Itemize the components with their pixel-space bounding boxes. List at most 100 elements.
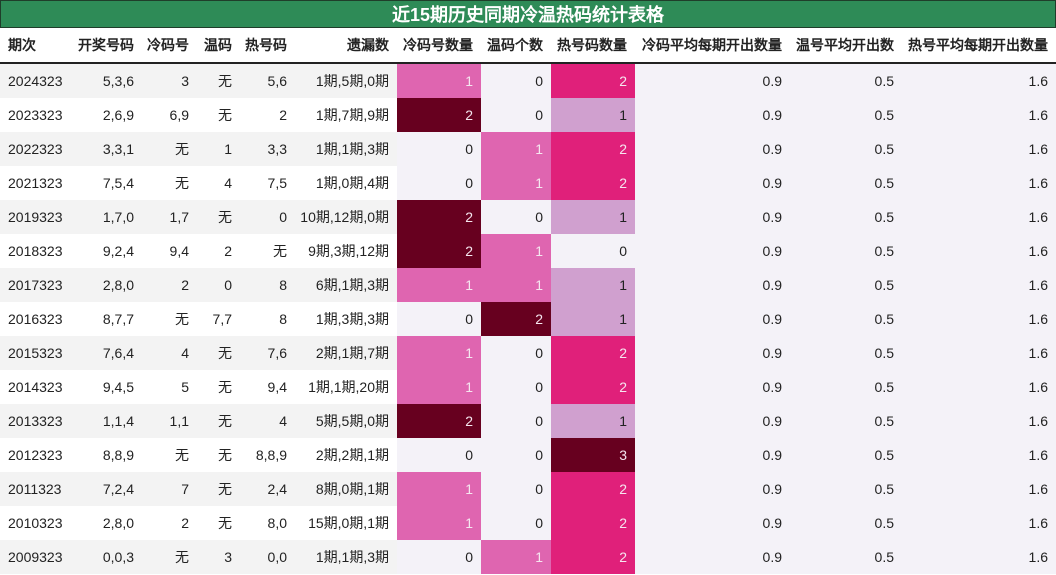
col-header-period[interactable]: 期次 [0, 28, 72, 64]
col-header-numbers[interactable]: 开奖号码 [72, 28, 142, 64]
cell-miss: 15期,0期,1期 [295, 506, 397, 540]
cell-miss: 9期,3期,12期 [295, 234, 397, 268]
cell-warm: 无 [197, 404, 240, 438]
cell-cold-avg: 0.9 [635, 98, 790, 132]
cell-warm-count: 0 [481, 336, 551, 370]
col-header-cold-avg[interactable]: 冷码平均每期开出数量 [635, 28, 790, 64]
cell-hot-count: 3 [551, 438, 635, 472]
cell-warm: 无 [197, 438, 240, 472]
cell-warm-avg: 0.5 [790, 506, 902, 540]
cell-cold-avg: 0.9 [635, 200, 790, 234]
cell-hot: 2 [240, 98, 295, 132]
cell-hot-avg: 1.6 [902, 336, 1056, 370]
table-row: 2009323 0,0,3 无 3 0,0 1期,1期,3期 0 1 2 0.9 0.5 1.6 [0, 540, 1056, 574]
col-header-cold-count[interactable]: 冷码号数量 [397, 28, 481, 64]
col-header-miss[interactable]: 遗漏数 [295, 28, 397, 64]
cell-period: 2009323 [0, 540, 72, 574]
cell-warm-avg: 0.5 [790, 63, 902, 98]
cell-cold-avg: 0.9 [635, 506, 790, 540]
cell-period: 2014323 [0, 370, 72, 404]
cell-cold-count: 2 [397, 234, 481, 268]
cell-warm: 7,7 [197, 302, 240, 336]
cell-numbers: 2,8,0 [72, 268, 142, 302]
col-header-hot-count[interactable]: 热号码数量 [551, 28, 635, 64]
table-row: 2023323 2,6,9 6,9 无 2 1期,7期,9期 2 0 1 0.9 0.5 1.6 [0, 98, 1056, 132]
cell-warm-avg: 0.5 [790, 336, 902, 370]
cell-cold-avg: 0.9 [635, 472, 790, 506]
cell-miss: 2期,1期,7期 [295, 336, 397, 370]
cell-numbers: 2,8,0 [72, 506, 142, 540]
cell-miss: 6期,1期,3期 [295, 268, 397, 302]
cell-cold-avg: 0.9 [635, 63, 790, 98]
cell-warm: 1 [197, 132, 240, 166]
cell-numbers: 0,0,3 [72, 540, 142, 574]
table-row: 2015323 7,6,4 4 无 7,6 2期,1期,7期 1 0 2 0.9 0.5 1.6 [0, 336, 1056, 370]
cell-numbers: 1,7,0 [72, 200, 142, 234]
cell-warm-avg: 0.5 [790, 132, 902, 166]
cell-warm-avg: 0.5 [790, 234, 902, 268]
cell-cold-count: 1 [397, 268, 481, 302]
cell-miss: 1期,5期,0期 [295, 63, 397, 98]
table-row: 2021323 7,5,4 无 4 7,5 1期,0期,4期 0 1 2 0.9 0.5 1.6 [0, 166, 1056, 200]
cell-miss: 1期,0期,4期 [295, 166, 397, 200]
cell-cold: 2 [142, 268, 197, 302]
cell-hot-count: 2 [551, 132, 635, 166]
cell-cold: 2 [142, 506, 197, 540]
cell-cold: 1,7 [142, 200, 197, 234]
cell-warm-avg: 0.5 [790, 404, 902, 438]
cell-period: 2013323 [0, 404, 72, 438]
cell-period: 2021323 [0, 166, 72, 200]
cell-cold-avg: 0.9 [635, 268, 790, 302]
cell-hot-count: 1 [551, 98, 635, 132]
cell-hot-avg: 1.6 [902, 540, 1056, 574]
col-header-warm-count[interactable]: 温码个数 [481, 28, 551, 64]
cell-cold: 7 [142, 472, 197, 506]
cell-cold-count: 1 [397, 63, 481, 98]
cell-miss: 1期,1期,3期 [295, 540, 397, 574]
table-row: 2018323 9,2,4 9,4 2 无 9期,3期,12期 2 1 0 0.9 0.5 1.6 [0, 234, 1056, 268]
cell-hot-avg: 1.6 [902, 234, 1056, 268]
col-header-hot-avg[interactable]: 热号平均每期开出数量 [902, 28, 1056, 64]
cell-cold-count: 1 [397, 370, 481, 404]
cell-warm: 无 [197, 200, 240, 234]
cell-hot-avg: 1.6 [902, 370, 1056, 404]
cell-hot: 0,0 [240, 540, 295, 574]
table-row: 2014323 9,4,5 5 无 9,4 1期,1期,20期 1 0 2 0.9 0.5 1.6 [0, 370, 1056, 404]
cell-warm: 无 [197, 472, 240, 506]
cell-cold-count: 0 [397, 132, 481, 166]
cell-hot-count: 1 [551, 268, 635, 302]
cell-hot-avg: 1.6 [902, 268, 1056, 302]
cell-hot-count: 1 [551, 404, 635, 438]
cell-cold-count: 1 [397, 506, 481, 540]
cell-warm: 4 [197, 166, 240, 200]
cell-cold: 无 [142, 302, 197, 336]
table-row: 2012323 8,8,9 无无 8,8,9 2期,2期,1期 0 0 3 0.9 0.5 1.6 [0, 438, 1056, 472]
cell-hot-count: 1 [551, 200, 635, 234]
cell-period: 2018323 [0, 234, 72, 268]
cell-period: 2016323 [0, 302, 72, 336]
cell-period: 2012323 [0, 438, 72, 472]
cell-warm-avg: 0.5 [790, 200, 902, 234]
cell-hot-count: 2 [551, 336, 635, 370]
cell-hot-count: 2 [551, 540, 635, 574]
table-row: 2017323 2,8,0 2 0 8 6期,1期,3期 1 1 1 0.9 0.5 1.6 [0, 268, 1056, 302]
cell-warm-avg: 0.5 [790, 302, 902, 336]
cell-hot: 2,4 [240, 472, 295, 506]
cell-numbers: 9,2,4 [72, 234, 142, 268]
cell-warm-avg: 0.5 [790, 472, 902, 506]
cell-cold-avg: 0.9 [635, 166, 790, 200]
cell-hot: 4 [240, 404, 295, 438]
cell-warm-count: 0 [481, 63, 551, 98]
cell-warm-count: 1 [481, 540, 551, 574]
col-header-hot[interactable]: 热号码 [240, 28, 295, 64]
cell-warm: 无 [197, 98, 240, 132]
cell-hot: 8,8,9 [240, 438, 295, 472]
col-header-warm-avg[interactable]: 温号平均开出数 [790, 28, 902, 64]
col-header-cold[interactable]: 冷码号 [142, 28, 197, 64]
cell-cold-avg: 0.9 [635, 540, 790, 574]
cell-miss: 10期,12期,0期 [295, 200, 397, 234]
cell-cold-count: 2 [397, 404, 481, 438]
header-row: 期次 开奖号码 冷码号 温码 热号码 遗漏数 冷码号数量 温码个数 热号码数量 … [0, 28, 1056, 64]
cell-warm-count: 2 [481, 302, 551, 336]
col-header-warm[interactable]: 温码 [197, 28, 240, 64]
